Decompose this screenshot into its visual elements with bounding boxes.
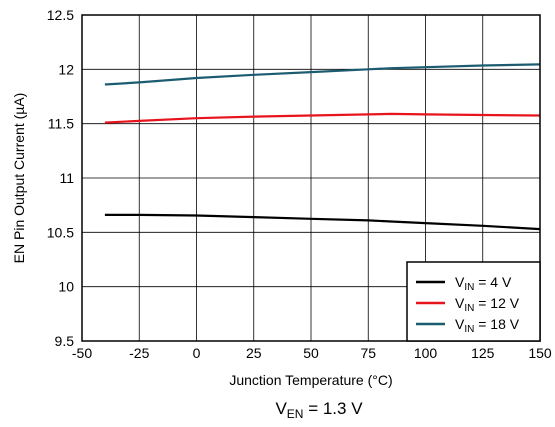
chart-caption: VEN = 1.3 V (275, 399, 363, 421)
legend-label-sub: IN (464, 282, 474, 293)
x-tick-label: 125 (471, 345, 495, 361)
x-tick-label: 150 (528, 345, 552, 361)
y-tick-label: 12 (58, 61, 74, 77)
legend-label-sub: IN (464, 324, 474, 335)
legend-box (406, 261, 541, 342)
y-axis-ticks: 9.5 10 10.5 11 11.5 12 12.5 (47, 7, 74, 349)
x-tick-label: 75 (360, 345, 376, 361)
caption-sub: EN (287, 407, 304, 421)
x-tick-label: 100 (414, 345, 438, 361)
legend-label-rest: = 12 V (474, 295, 519, 311)
legend-label-main: V (455, 316, 465, 332)
x-tick-label: -50 (72, 345, 92, 361)
y-tick-label: 11.5 (48, 116, 74, 132)
y-tick-label: 11 (59, 170, 74, 186)
legend-label: VIN = 4 V (455, 274, 512, 293)
legend-label-sub: IN (464, 303, 474, 314)
x-axis-label: Junction Temperature (°C) (229, 372, 392, 388)
y-tick-label: 12.5 (47, 7, 74, 23)
caption-main: V (275, 399, 287, 418)
series-line-1 (104, 213, 541, 231)
plot-area-border (81, 14, 541, 342)
legend-label-rest: = 18 V (474, 316, 519, 332)
x-tick-label: 50 (303, 345, 319, 361)
legend-label-main: V (455, 274, 465, 290)
x-tick-label: -25 (129, 345, 149, 361)
series-line-3 (104, 63, 541, 86)
y-tick-label: 9.5 (55, 333, 75, 349)
series-lines (104, 63, 541, 231)
legend-label: VIN = 12 V (455, 295, 520, 314)
legend-label: VIN = 18 V (455, 316, 520, 335)
series-line-2 (104, 112, 541, 124)
legend-label-main: V (455, 295, 465, 311)
x-tick-label: 0 (193, 345, 201, 361)
y-axis-label: EN Pin Output Current (µA) (11, 93, 27, 264)
x-tick-label: 25 (246, 345, 262, 361)
caption-rest: = 1.3 V (303, 399, 363, 418)
x-axis-ticks: -50 -25 0 25 50 75 100 125 150 (72, 345, 552, 361)
y-tick-label: 10 (58, 279, 74, 295)
legend-label-rest: = 4 V (474, 274, 512, 290)
y-tick-label: 10.5 (47, 224, 74, 240)
